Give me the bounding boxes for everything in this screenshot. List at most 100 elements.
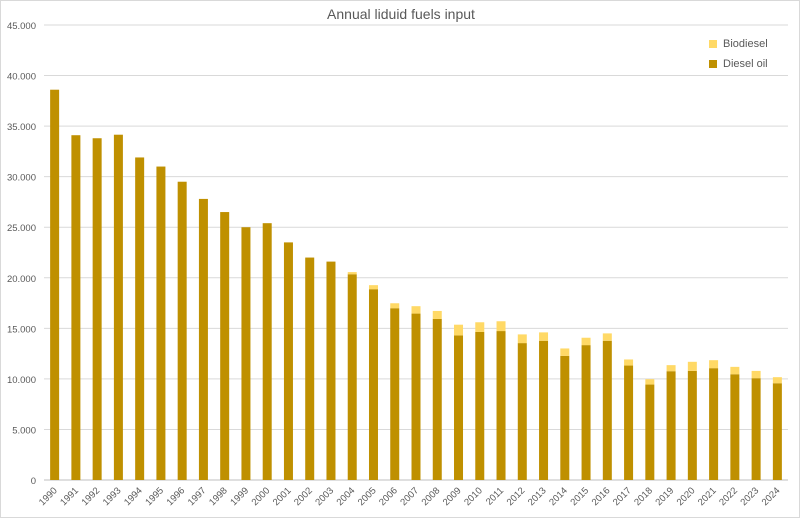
y-tick-label: 35.000	[7, 122, 36, 133]
legend-label: Biodiesel	[723, 38, 768, 50]
bar-diesel-oil-2009	[454, 335, 464, 480]
x-tick-label: 1993	[101, 485, 124, 508]
y-tick-label: 5.000	[12, 425, 36, 436]
legend-swatch-diesel-oil	[709, 60, 717, 68]
x-tick-label: 2023	[739, 485, 762, 508]
bar-biodiesel-2023	[751, 370, 761, 379]
bar-diesel-oil-2000	[262, 223, 272, 480]
x-tick-label: 1996	[165, 485, 188, 508]
x-tick-label: 2020	[675, 485, 698, 508]
bar-diesel-oil-2023	[751, 378, 761, 480]
x-tick-label: 2022	[717, 485, 740, 508]
x-tick-label: 1990	[37, 485, 60, 508]
legend-label: Diesel oil	[723, 58, 768, 70]
bar-diesel-oil-2010	[475, 331, 485, 480]
x-tick-label: 2012	[505, 485, 528, 508]
x-tick-label: 2019	[653, 485, 676, 508]
x-tick-label: 2003	[313, 485, 336, 508]
bar-biodiesel-2011	[496, 321, 506, 332]
x-tick-label: 1994	[122, 485, 145, 508]
y-tick-label: 15.000	[7, 324, 36, 335]
x-tick-label: 2014	[547, 485, 570, 508]
x-tick-label: 1995	[143, 485, 166, 508]
bar-diesel-oil-2022	[730, 374, 740, 480]
bar-biodiesel-2010	[475, 322, 485, 332]
bar-biodiesel-2004	[347, 272, 357, 275]
bar-diesel-oil-2015	[581, 345, 591, 480]
legend-swatch-biodiesel	[709, 40, 717, 48]
bar-diesel-oil-2018	[645, 384, 655, 480]
bar-biodiesel-2005	[368, 285, 378, 290]
x-tick-label: 1998	[207, 485, 230, 508]
x-tick-label: 2001	[271, 485, 294, 508]
x-tick-label: 1991	[58, 485, 81, 508]
x-tick-label: 2005	[356, 485, 379, 508]
bar-biodiesel-2006	[390, 303, 400, 309]
bar-biodiesel-2015	[581, 337, 591, 346]
bar-biodiesel-2017	[624, 359, 634, 366]
legend: Biodiesel Diesel oil	[709, 34, 768, 74]
x-tick-label: 2011	[484, 485, 506, 507]
y-tick-label: 0	[31, 476, 36, 487]
y-tick-label: 45.000	[7, 21, 36, 32]
bar-diesel-oil-2016	[602, 340, 612, 480]
bar-biodiesel-2024	[772, 377, 782, 384]
x-tick-label: 2006	[377, 485, 400, 508]
x-tick-label: 2000	[250, 485, 273, 508]
y-tick-label: 40.000	[7, 72, 36, 83]
bar-diesel-oil-1996	[177, 181, 187, 480]
bar-diesel-oil-2019	[666, 371, 676, 480]
bar-diesel-oil-2021	[709, 368, 719, 480]
bar-diesel-oil-2020	[687, 370, 697, 480]
bar-diesel-oil-2008	[432, 318, 442, 480]
bar-biodiesel-2016	[602, 333, 612, 341]
x-tick-label: 2016	[590, 485, 613, 508]
bar-biodiesel-2020	[687, 361, 697, 371]
bar-biodiesel-2008	[432, 310, 442, 319]
bar-diesel-oil-1997	[198, 198, 208, 480]
bar-biodiesel-2019	[666, 365, 676, 372]
x-tick-label: 1992	[80, 485, 103, 508]
y-tick-label: 30.000	[7, 173, 36, 184]
x-tick-label: 2002	[292, 485, 315, 508]
bar-diesel-oil-1995	[156, 166, 166, 481]
bar-diesel-oil-2012	[517, 343, 527, 480]
bar-diesel-oil-2011	[496, 331, 506, 480]
x-tick-label: 1999	[228, 485, 251, 508]
bar-biodiesel-2007	[411, 306, 421, 314]
x-tick-label: 1997	[186, 485, 209, 508]
bar-diesel-oil-2006	[390, 308, 400, 480]
chart-title: Annual liduid fuels input	[327, 6, 475, 22]
bar-diesel-oil-1991	[71, 135, 81, 480]
bar-biodiesel-2022	[730, 366, 740, 375]
bar-diesel-oil-2024	[772, 383, 782, 480]
x-tick-label: 2015	[568, 485, 591, 508]
bar-diesel-oil-2002	[305, 257, 315, 480]
legend-item-biodiesel: Biodiesel	[709, 34, 768, 54]
legend-item-diesel-oil: Diesel oil	[709, 54, 768, 74]
x-tick-label: 2018	[632, 485, 655, 508]
bar-diesel-oil-2014	[560, 355, 570, 480]
x-tick-label: 2007	[398, 485, 421, 508]
y-tick-label: 25.000	[7, 223, 36, 234]
bar-diesel-oil-2001	[283, 242, 293, 480]
bar-diesel-oil-1998	[220, 212, 230, 481]
x-tick-label: 2009	[441, 485, 464, 508]
bar-biodiesel-2021	[709, 360, 719, 369]
bar-diesel-oil-2004	[347, 274, 357, 480]
bar-diesel-oil-1993	[113, 134, 123, 480]
bar-diesel-oil-2013	[539, 340, 549, 480]
bar-diesel-oil-2017	[624, 365, 634, 480]
bar-diesel-oil-1999	[241, 227, 251, 480]
x-tick-label: 2017	[611, 485, 634, 508]
bar-diesel-oil-2003	[326, 261, 336, 480]
bar-diesel-oil-2007	[411, 313, 421, 480]
bar-biodiesel-2013	[539, 332, 549, 341]
x-tick-label: 2004	[335, 485, 358, 508]
bar-diesel-oil-1990	[50, 89, 60, 480]
x-tick-label: 2024	[760, 485, 783, 508]
bar-diesel-oil-1992	[92, 138, 102, 480]
bar-biodiesel-2014	[560, 348, 570, 356]
